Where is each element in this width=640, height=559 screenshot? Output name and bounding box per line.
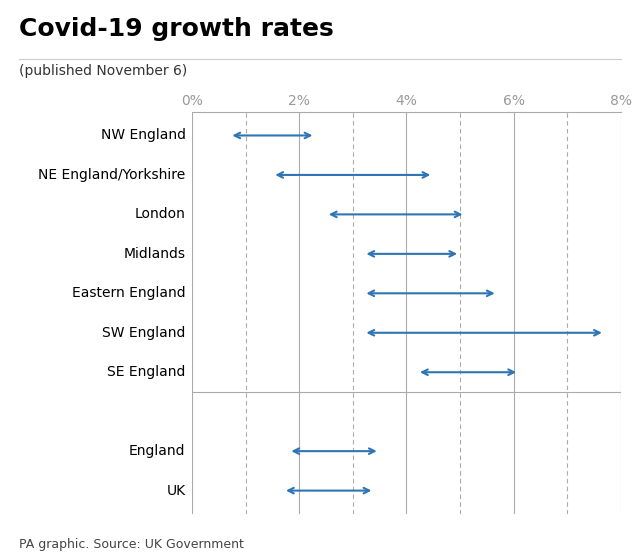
Text: England: England — [129, 444, 186, 458]
Text: London: London — [135, 207, 186, 221]
Text: (published November 6): (published November 6) — [19, 64, 188, 78]
Text: Covid-19 growth rates: Covid-19 growth rates — [19, 17, 334, 41]
Text: Eastern England: Eastern England — [72, 286, 186, 300]
Text: NW England: NW England — [100, 129, 186, 143]
Text: UK: UK — [166, 484, 186, 498]
Text: Midlands: Midlands — [124, 247, 186, 261]
Text: SW England: SW England — [102, 326, 186, 340]
Text: PA graphic. Source: UK Government: PA graphic. Source: UK Government — [19, 538, 244, 551]
Text: SE England: SE England — [108, 365, 186, 379]
Text: NE England/Yorkshire: NE England/Yorkshire — [38, 168, 186, 182]
